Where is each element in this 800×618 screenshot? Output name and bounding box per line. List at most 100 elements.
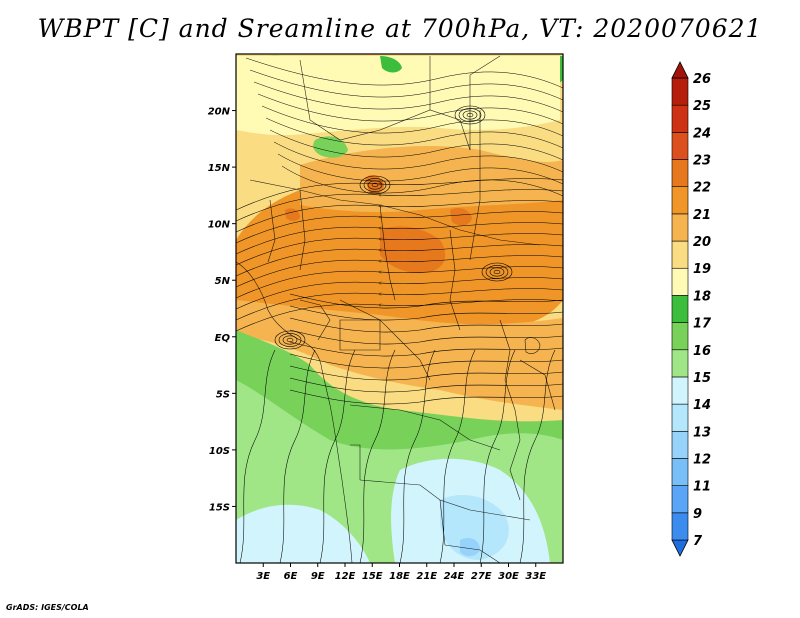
border-west-1: [267, 199, 276, 263]
colorbar-level-label: 12: [693, 452, 711, 467]
streamline-southern-2: [279, 349, 316, 563]
streamlines: [236, 57, 563, 563]
colorbar-segment: [671, 159, 689, 188]
colorbar-bottom-arrow: [671, 539, 689, 557]
border-gabon: [299, 299, 331, 341]
colorbar-segment: [671, 485, 689, 514]
lat-tick-label: 5S: [216, 389, 230, 400]
field-patch-blue-spot: [460, 538, 480, 557]
colorbar-level-label: 17: [693, 317, 712, 332]
lon-tick-label: 27E: [471, 571, 492, 582]
streamline-equatorial-9: [289, 389, 563, 405]
colorbar-top-arrow: [671, 61, 689, 79]
streamline-equatorial-6: [289, 353, 563, 369]
field-patch-green-north-6: [380, 56, 402, 73]
colorbar-segment: [671, 295, 689, 323]
vortex-northeast-ring: [454, 105, 486, 125]
colorbar-level-label: 25: [693, 99, 711, 114]
vortex-sahel-ring: [363, 178, 387, 192]
lat-tick-label: 20N: [208, 107, 231, 118]
colorbar-level-label: 21: [693, 208, 711, 223]
colorbar-level-label: 20: [693, 235, 711, 250]
streamline-southern-4: [359, 349, 396, 563]
colorbar-segment: [671, 77, 689, 106]
vortex-sahel-ring: [371, 182, 379, 188]
streamline-easterly-12: [236, 299, 563, 332]
streamline-southern-1: [239, 349, 276, 563]
grads-credit: GrADS: IGES/COLA: [6, 603, 89, 612]
lon-tick-label: 9E: [311, 571, 325, 582]
lat-tick-label: EQ: [215, 333, 231, 344]
colorbar-segment: [671, 186, 689, 215]
border-sahel: [249, 179, 541, 246]
streamline-easterly-5: [236, 222, 563, 255]
lon-tick-label: 33E: [525, 571, 546, 582]
streamline-easterly-4: [236, 211, 563, 244]
coast-southwest: [329, 404, 353, 563]
border-west-2: [299, 189, 306, 271]
streamline-easterly-1: [236, 178, 563, 211]
streamline-northern-2: [249, 69, 563, 101]
lon-tick-label: 18E: [389, 571, 410, 582]
streamline-equatorial-3: [289, 317, 563, 333]
vortex-east-ring: [481, 262, 513, 282]
colorbar: 7 9 11 12 13 14 15 16 17 18 19 20 21 22 23 24 25 26: [671, 61, 712, 557]
vortex-west-ring: [278, 333, 302, 347]
colorbar-level-label: 22: [693, 181, 711, 196]
vortex-northeast-ring: [466, 112, 474, 118]
colorbar-level-label: 19: [693, 262, 711, 277]
streamline-easterly-11: [236, 288, 563, 321]
lat-tick-label: 5N: [215, 276, 231, 287]
field-patch-light-blue-south: [440, 495, 509, 560]
streamline-equatorial-4: [289, 329, 563, 345]
axis-ticks: 20N 15N 10N 5N EQ 5S 10S 15S 3E 6E 9E 12E 15E 18E 21E 2…: [208, 107, 547, 582]
vortex-northeast-ring: [462, 110, 478, 120]
streamline-northern-4: [257, 93, 563, 125]
colorbar-segment: [671, 430, 689, 459]
border-south-3: [439, 499, 501, 563]
border-south-1: [349, 404, 501, 451]
colorbar-segment: [671, 213, 689, 242]
colorbar-level-label: 14: [693, 398, 711, 413]
lat-tick-label: 15S: [209, 502, 230, 513]
colorbar-level-label: 16: [693, 344, 711, 359]
colorbar-segment: [671, 376, 689, 405]
vortex-west-ring: [274, 330, 306, 350]
border-mid-2: [449, 229, 461, 331]
border-mid-1: [379, 204, 396, 301]
colorbar-level-label: 24: [693, 126, 711, 141]
border-tanzania: [519, 359, 556, 411]
border-central: [339, 299, 431, 381]
vortex-east-ring: [485, 265, 509, 279]
lon-tick-label: 12E: [335, 571, 356, 582]
lon-tick-label: 6E: [284, 571, 298, 582]
vortex-east-ring: [493, 269, 501, 275]
streamline-equatorial-5: [289, 341, 563, 357]
vortex-west-ring: [286, 337, 294, 343]
vortex-east-ring: [489, 267, 505, 277]
lon-tick-label: 21E: [416, 571, 437, 582]
border-angola-1: [350, 444, 361, 480]
streamline-southern-3: [319, 349, 356, 563]
colorbar-level-label: 15: [693, 371, 711, 386]
streamline-northern-7: [269, 129, 563, 161]
vortex-sahel-ring: [359, 175, 391, 195]
colorbar-segment: [671, 403, 689, 432]
vortex-sahel-ring: [367, 180, 383, 190]
colorbar-segment: [671, 132, 689, 160]
streamline-northern-5: [261, 105, 563, 137]
lon-tick-label: 15E: [362, 571, 383, 582]
streamline-equatorial-7: [289, 365, 563, 381]
colorbar-segment: [671, 240, 689, 269]
border-north-2: [429, 55, 501, 150]
streamline-easterly-6: [236, 233, 563, 266]
streamline-northern-9: [277, 153, 563, 185]
colorbar-level-label: 18: [693, 289, 711, 304]
vortex-northeast-ring: [458, 108, 482, 122]
streamline-equatorial-8: [289, 377, 563, 393]
lat-tick-label: 15N: [208, 163, 231, 174]
lon-tick-label: 3E: [256, 571, 270, 582]
streamline-easterly-7: [236, 244, 563, 277]
streamline-southern-5: [399, 349, 436, 563]
